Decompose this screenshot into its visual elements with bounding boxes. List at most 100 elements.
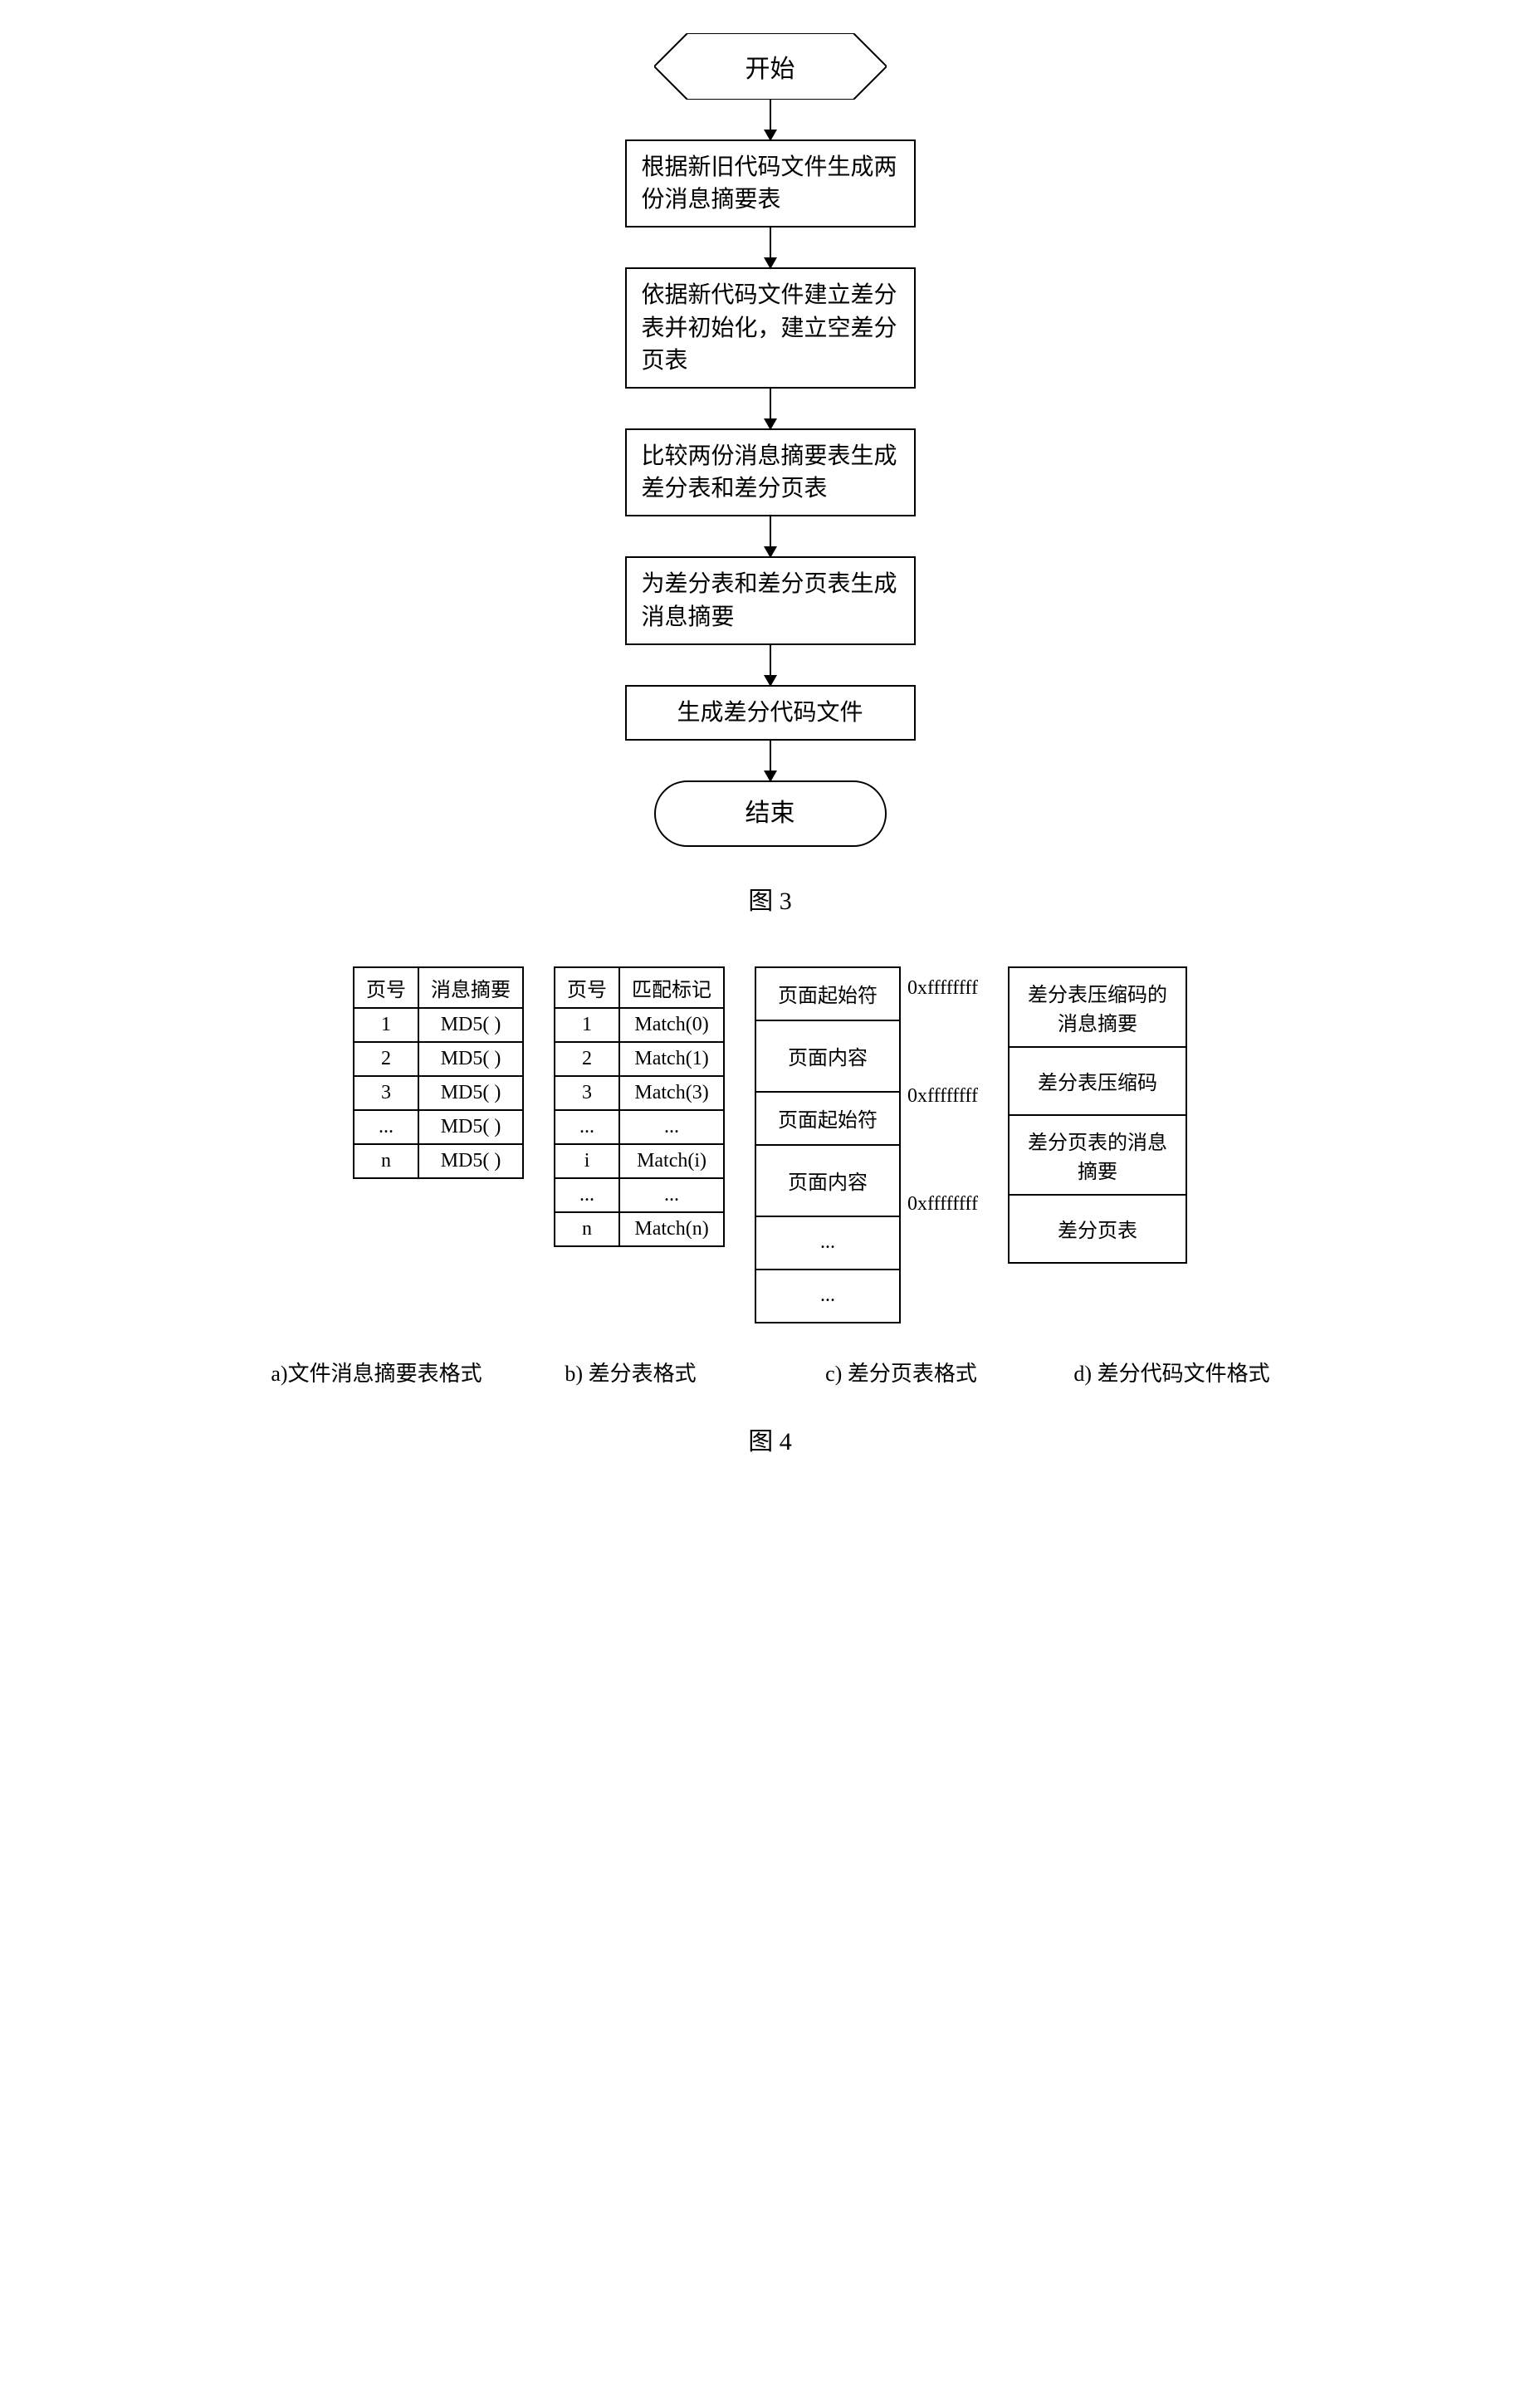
table-row: nMD5( )	[354, 1144, 523, 1178]
table-d: 差分表压缩码的消息摘要差分表压缩码差分页表的消息摘要差分页表	[1008, 966, 1187, 1264]
table-cell: 差分页表	[1009, 1195, 1186, 1263]
table-row: 1MD5( )	[354, 1008, 523, 1042]
table-row: ...	[755, 1270, 900, 1323]
figure-4-caption: 图 4	[748, 1421, 792, 1457]
table-cell: MD5( )	[418, 1076, 523, 1110]
side-label: 0xffffffff	[907, 1074, 978, 1119]
table-cell: 页面内容	[755, 1020, 900, 1092]
table-cell: MD5( )	[418, 1144, 523, 1178]
arrow-icon	[770, 516, 771, 556]
step-1-text: 根据新旧代码文件生成两份消息摘要表	[642, 151, 899, 216]
step-4: 为差分表和差分页表生成消息摘要	[625, 556, 916, 644]
table-row: ...	[755, 1216, 900, 1270]
start-terminator: 开始	[654, 33, 887, 100]
arrow-icon	[770, 645, 771, 685]
table-cell: Match(0)	[619, 1008, 724, 1042]
table-c-side-labels: 0xffffffff 0xffffffff 0xffffffff	[907, 966, 978, 1272]
table-cell: i	[555, 1144, 619, 1178]
caption-a: a)文件消息摘要表格式	[261, 1357, 493, 1387]
table-row: iMatch(i)	[555, 1144, 724, 1178]
table-cell: 2	[555, 1042, 619, 1076]
step-1: 根据新旧代码文件生成两份消息摘要表	[625, 139, 916, 227]
table-cell: ...	[555, 1110, 619, 1144]
caption-b: b) 差分表格式	[523, 1357, 739, 1387]
table-header: 匹配标记	[619, 967, 724, 1008]
table-row: ......	[555, 1110, 724, 1144]
table-a: 页号消息摘要 1MD5( )2MD5( )3MD5( )...MD5( )nMD…	[353, 966, 524, 1179]
table-b: 页号匹配标记 1Match(0)2Match(1)3Match(3)......…	[554, 966, 725, 1247]
table-cell: MD5( )	[418, 1008, 523, 1042]
step-4-text: 为差分表和差分页表生成消息摘要	[642, 568, 899, 633]
step-2-text: 依据新代码文件建立差分表并初始化，建立空差分页表	[642, 279, 899, 377]
caption-d: d) 差分代码文件格式	[1064, 1357, 1280, 1387]
table-cell: 1	[354, 1008, 418, 1042]
step-3-text: 比较两份消息摘要表生成差分表和差分页表	[642, 440, 899, 505]
side-label: 0xffffffff	[907, 1182, 978, 1227]
table-row: 1Match(0)	[555, 1008, 724, 1042]
side-label: 0xffffffff	[907, 966, 978, 1011]
table-row: 3MD5( )	[354, 1076, 523, 1110]
table-cell: 页面起始符	[755, 967, 900, 1020]
table-cell: ...	[354, 1110, 418, 1144]
side-label	[907, 1119, 978, 1182]
side-label	[907, 1011, 978, 1074]
table-d-col: 差分表压缩码的消息摘要差分表压缩码差分页表的消息摘要差分页表	[1008, 966, 1187, 1264]
table-cell: ...	[555, 1178, 619, 1212]
table-cell: Match(n)	[619, 1212, 724, 1246]
table-row: 2MD5( )	[354, 1042, 523, 1076]
table-cell: 差分页表的消息摘要	[1009, 1115, 1186, 1195]
table-row: ...MD5( )	[354, 1110, 523, 1144]
step-2: 依据新代码文件建立差分表并初始化，建立空差分页表	[625, 267, 916, 389]
table-header: 页号	[354, 967, 418, 1008]
side-label	[907, 1227, 978, 1272]
table-cell: 差分表压缩码的消息摘要	[1009, 967, 1186, 1047]
table-row: ......	[555, 1178, 724, 1212]
table-cell: 2	[354, 1042, 418, 1076]
table-cell: 3	[555, 1076, 619, 1110]
table-cell: Match(i)	[619, 1144, 724, 1178]
table-row: 页面内容	[755, 1020, 900, 1092]
table-cell: n	[354, 1144, 418, 1178]
table-row: 2Match(1)	[555, 1042, 724, 1076]
table-b-col: 页号匹配标记 1Match(0)2Match(1)3Match(3)......…	[554, 966, 725, 1247]
table-header: 消息摘要	[418, 967, 523, 1008]
arrow-icon	[770, 100, 771, 139]
end-label: 结束	[746, 796, 795, 831]
table-cell: ...	[755, 1216, 900, 1270]
caption-c: c) 差分页表格式	[769, 1357, 1034, 1387]
step-5-text: 生成差分代码文件	[677, 697, 863, 729]
table-header: 页号	[555, 967, 619, 1008]
figure-3-caption: 图 3	[748, 880, 792, 917]
arrow-icon	[770, 741, 771, 780]
table-a-col: 页号消息摘要 1MD5( )2MD5( )3MD5( )...MD5( )nMD…	[353, 966, 524, 1179]
table-cell: ...	[755, 1270, 900, 1323]
table-row: 3Match(3)	[555, 1076, 724, 1110]
table-row: 差分页表	[1009, 1195, 1186, 1263]
table-c: 页面起始符页面内容页面起始符页面内容......	[755, 966, 901, 1323]
flowchart: 开始 根据新旧代码文件生成两份消息摘要表 依据新代码文件建立差分表并初始化，建立…	[625, 33, 916, 847]
table-row: 页面内容	[755, 1145, 900, 1216]
start-label: 开始	[746, 48, 795, 85]
table-cell: 3	[354, 1076, 418, 1110]
arrow-icon	[770, 389, 771, 428]
table-cell: MD5( )	[418, 1110, 523, 1144]
table-cell: Match(3)	[619, 1076, 724, 1110]
table-cell: MD5( )	[418, 1042, 523, 1076]
figure-3: 开始 根据新旧代码文件生成两份消息摘要表 依据新代码文件建立差分表并初始化，建立…	[33, 33, 1507, 917]
step-3: 比较两份消息摘要表生成差分表和差分页表	[625, 428, 916, 516]
table-cell: n	[555, 1212, 619, 1246]
table-row: 页面起始符	[755, 967, 900, 1020]
table-row: 差分表压缩码	[1009, 1047, 1186, 1115]
table-cell: ...	[619, 1110, 724, 1144]
table-cell: 差分表压缩码	[1009, 1047, 1186, 1115]
table-c-wrapper: 页面起始符页面内容页面起始符页面内容...... 0xffffffff0xfff…	[755, 966, 978, 1323]
end-terminator: 结束	[654, 780, 887, 847]
sub-captions: a)文件消息摘要表格式 b) 差分表格式 c) 差分页表格式 d) 差分代码文件…	[261, 1357, 1280, 1387]
table-row: nMatch(n)	[555, 1212, 724, 1246]
figure-4: 页号消息摘要 1MD5( )2MD5( )3MD5( )...MD5( )nMD…	[33, 966, 1507, 1457]
arrow-icon	[770, 227, 771, 267]
table-cell: 页面内容	[755, 1145, 900, 1216]
table-c-col: 页面起始符页面内容页面起始符页面内容...... 0xffffffff0xfff…	[755, 966, 978, 1323]
step-5: 生成差分代码文件	[625, 685, 916, 741]
table-cell: Match(1)	[619, 1042, 724, 1076]
